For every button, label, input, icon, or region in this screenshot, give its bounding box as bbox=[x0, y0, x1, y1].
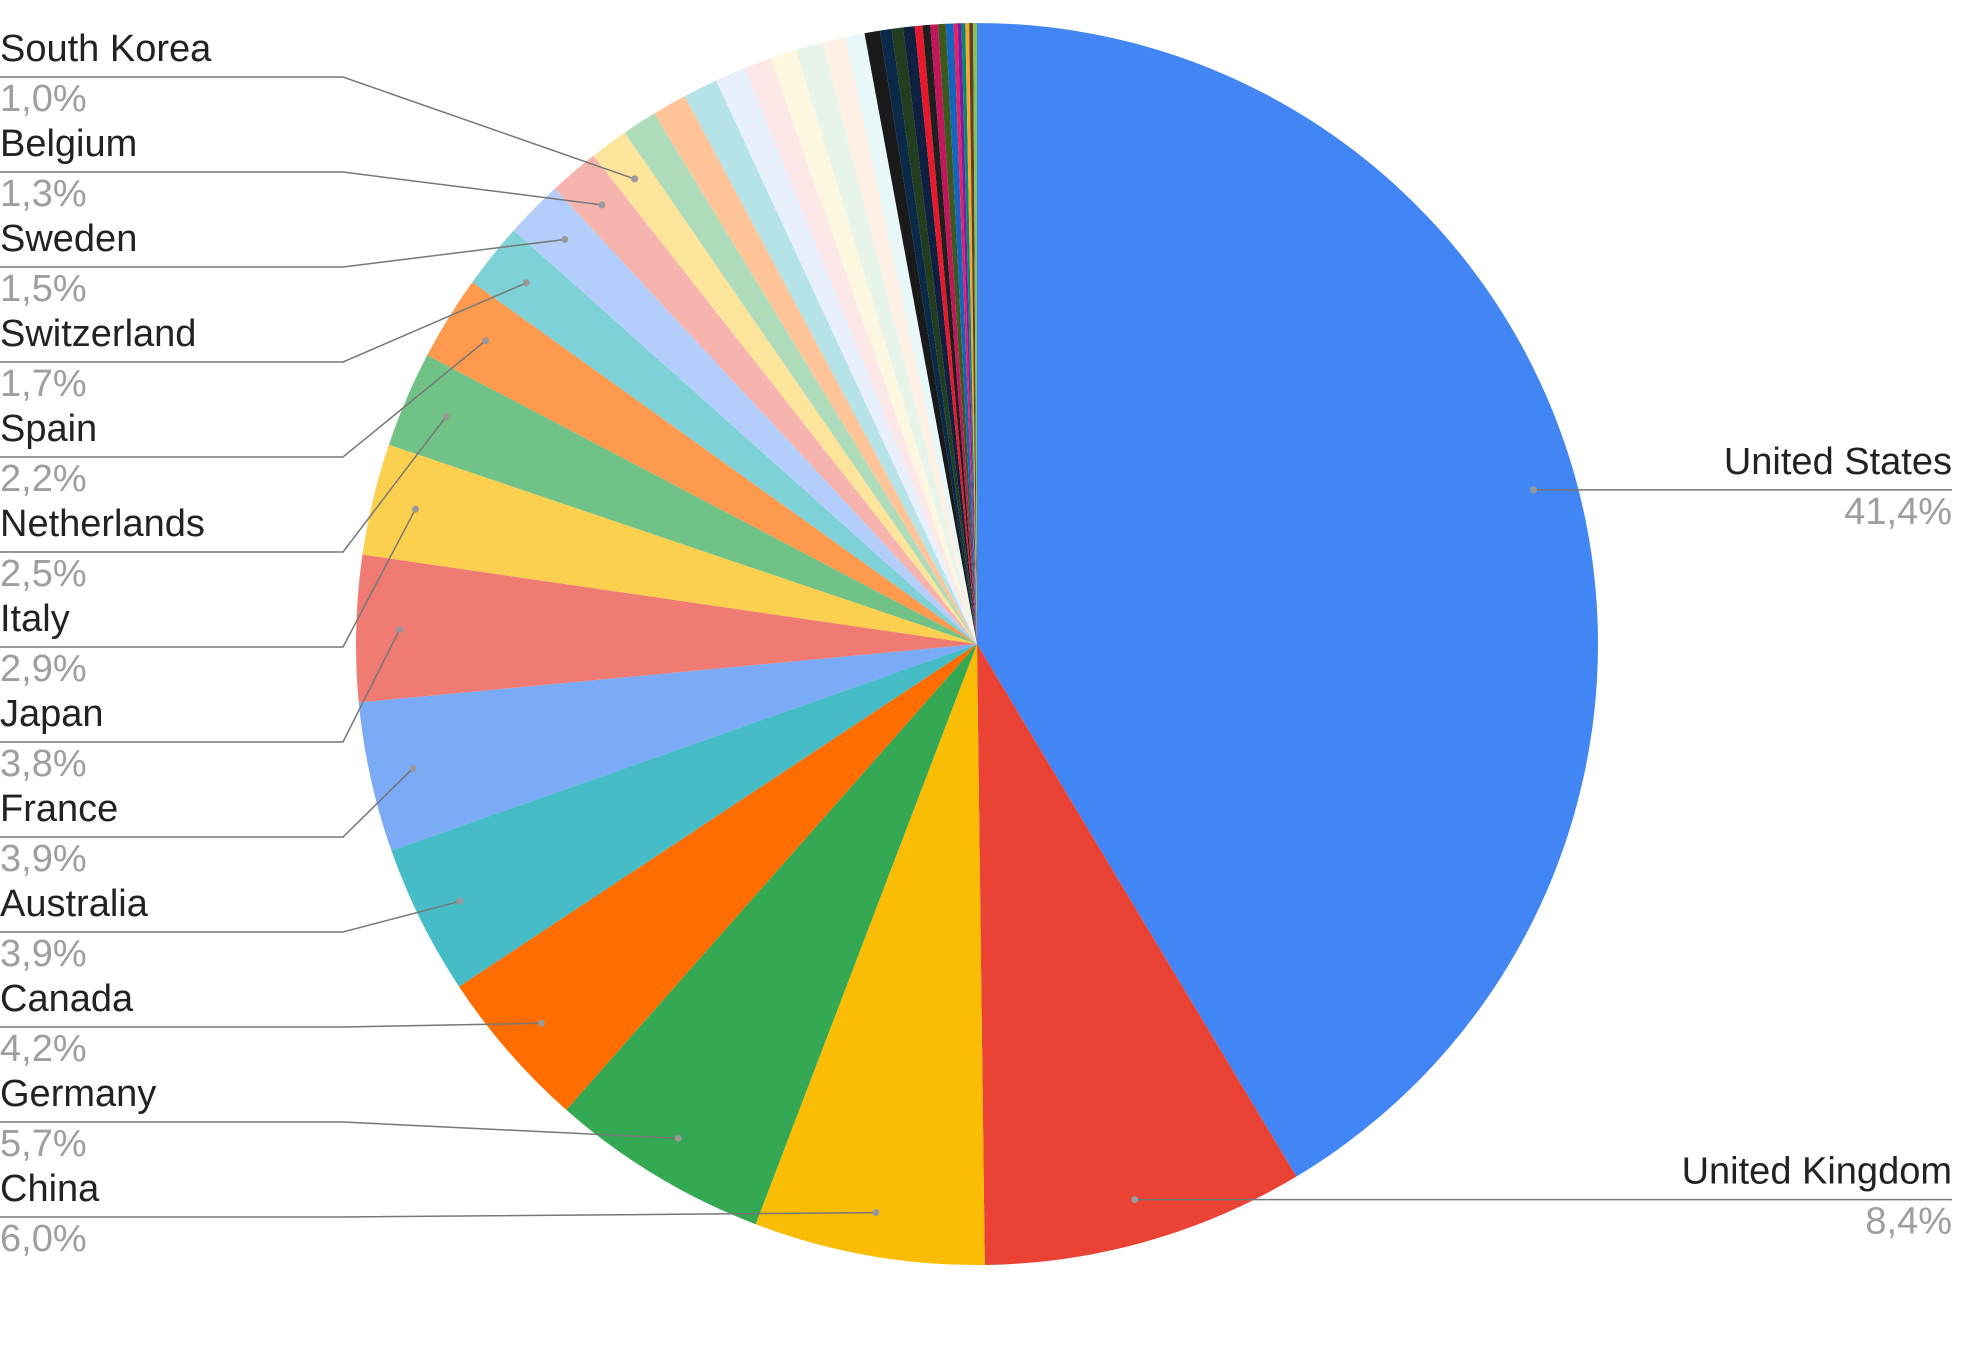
slice-value-label: 2,2% bbox=[0, 458, 87, 500]
pie-slice bbox=[903, 26, 977, 644]
leader-dot bbox=[872, 1209, 880, 1217]
pie-slice bbox=[391, 644, 978, 987]
slice-label: Germany bbox=[0, 1073, 156, 1115]
slice-label: Netherlands bbox=[0, 503, 205, 545]
slice-label: Switzerland bbox=[0, 313, 196, 355]
slice-label: United States bbox=[1724, 441, 1952, 483]
pie-slice bbox=[969, 23, 977, 644]
pie-slice bbox=[356, 554, 977, 703]
pie-slice bbox=[427, 282, 977, 644]
leader-line bbox=[0, 282, 527, 363]
pie-slice bbox=[965, 23, 977, 645]
pie-slice bbox=[624, 113, 977, 644]
slice-label: Italy bbox=[0, 598, 70, 640]
slice-value-label: 2,9% bbox=[0, 648, 87, 690]
leader-line bbox=[0, 900, 461, 933]
slice-value-label: 3,8% bbox=[0, 743, 87, 785]
slice-label: United Kingdom bbox=[1682, 1151, 1952, 1193]
leader-line bbox=[0, 340, 486, 458]
leader-dot bbox=[442, 412, 450, 420]
leader-line bbox=[0, 171, 603, 206]
pie-slice bbox=[358, 644, 978, 851]
leader-dot bbox=[482, 337, 490, 345]
pie-slice bbox=[977, 23, 1599, 1177]
slice-label: Belgium bbox=[0, 123, 137, 165]
leader-dot bbox=[411, 505, 419, 513]
leader-line bbox=[0, 238, 565, 268]
leader-dot bbox=[631, 175, 639, 183]
pie-slice bbox=[864, 30, 977, 644]
leader-dot bbox=[674, 1134, 682, 1142]
pie-slice bbox=[973, 23, 977, 644]
pie-slice bbox=[755, 644, 985, 1265]
leader-line bbox=[0, 508, 417, 648]
pie-slice bbox=[362, 444, 977, 644]
pie-slice bbox=[891, 27, 977, 644]
pie-slice bbox=[879, 28, 977, 644]
slice-value-label: 1,7% bbox=[0, 363, 87, 405]
slice-value-label: 1,3% bbox=[0, 173, 87, 215]
slice-value-label: 2,5% bbox=[0, 553, 87, 595]
pie-slice bbox=[914, 25, 977, 645]
leader-line bbox=[0, 629, 401, 743]
pie-slice bbox=[684, 80, 977, 645]
pie-slice bbox=[388, 355, 978, 644]
slice-value-label: 3,9% bbox=[0, 933, 87, 975]
pie-slice bbox=[938, 23, 977, 644]
pie-slice bbox=[922, 24, 977, 644]
pie-slice bbox=[845, 33, 977, 645]
leader-line bbox=[0, 1121, 679, 1140]
leader-dot bbox=[409, 764, 417, 772]
pie-slice bbox=[554, 155, 977, 644]
pie-slice bbox=[770, 49, 977, 644]
pie-slice bbox=[957, 23, 977, 645]
slice-value-label: 6,0% bbox=[0, 1218, 87, 1260]
leader-line bbox=[0, 1022, 542, 1028]
pie-slice bbox=[566, 644, 977, 1225]
leader-line bbox=[0, 415, 447, 553]
pie-slice bbox=[945, 23, 977, 645]
pie-slice bbox=[716, 68, 977, 644]
leader-dot bbox=[1131, 1196, 1139, 1204]
slice-label: China bbox=[0, 1168, 100, 1210]
slice-value-label: 8,4% bbox=[1865, 1201, 1952, 1243]
slice-value-label: 1,0% bbox=[0, 78, 87, 120]
slice-label: Japan bbox=[0, 693, 104, 735]
leader-line bbox=[0, 1211, 876, 1218]
slice-value-label: 1,5% bbox=[0, 268, 87, 310]
pie-slice bbox=[822, 37, 977, 644]
leader-dot bbox=[561, 235, 569, 243]
leader-dot bbox=[537, 1019, 545, 1027]
pie-slice bbox=[744, 58, 977, 644]
leader-dot bbox=[396, 625, 404, 633]
pie-slice bbox=[459, 644, 977, 1110]
leader-dot bbox=[1530, 486, 1538, 494]
pie-slice bbox=[513, 188, 977, 644]
leader-dot bbox=[522, 279, 530, 287]
slice-label: South Korea bbox=[0, 28, 212, 70]
pie-slice bbox=[930, 24, 977, 644]
slice-label: France bbox=[0, 788, 118, 830]
slice-value-label: 3,9% bbox=[0, 838, 87, 880]
pie-slice bbox=[593, 132, 977, 645]
pie-slice bbox=[953, 23, 977, 645]
slice-value-label: 4,2% bbox=[0, 1028, 87, 1070]
slice-label: Australia bbox=[0, 883, 149, 925]
slice-value-label: 41,4% bbox=[1844, 491, 1952, 533]
pie-slice bbox=[472, 230, 977, 645]
leader-dot bbox=[456, 897, 464, 905]
leader-dot bbox=[598, 201, 606, 209]
pie-slice bbox=[796, 42, 977, 644]
slice-value-label: 5,7% bbox=[0, 1123, 87, 1165]
leader-line bbox=[0, 76, 635, 180]
slice-label: Sweden bbox=[0, 218, 137, 260]
pie-slice bbox=[961, 23, 977, 645]
slice-label: Canada bbox=[0, 978, 134, 1020]
leader-line bbox=[0, 767, 414, 838]
pie-slice bbox=[654, 96, 977, 644]
pie-slice bbox=[977, 644, 1297, 1265]
slice-label: Spain bbox=[0, 408, 97, 450]
